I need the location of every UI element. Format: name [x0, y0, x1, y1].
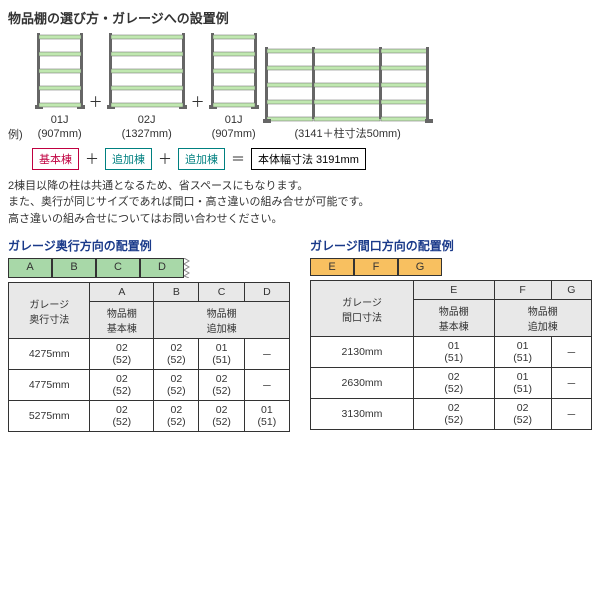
tag-base: 基本棟 — [32, 148, 79, 170]
row-label: 2130mm — [311, 337, 414, 368]
legend-cell: E — [310, 258, 354, 276]
shelf-1: 02J(1327mm) — [107, 31, 187, 142]
col-head: G — [551, 281, 591, 300]
table-title: ガレージ間口方向の配置例 — [310, 237, 592, 254]
row-label: 4275mm — [9, 339, 90, 370]
cell: 01(51) — [494, 368, 551, 399]
cell: 02(52) — [494, 399, 551, 430]
cell: 01(51) — [494, 337, 551, 368]
legend: ABCD — [8, 258, 290, 278]
col-head: E — [413, 281, 494, 300]
table-title: ガレージ奥行方向の配置例 — [8, 237, 290, 254]
col-head: D — [244, 283, 289, 302]
legend-cell: D — [140, 258, 184, 278]
cell: 02(52) — [199, 401, 244, 432]
data-table: ガレージ間口寸法EFG物品棚基本棟物品棚追加棟2130mm01(51)01(51… — [310, 280, 592, 430]
cell: 02(52) — [90, 401, 154, 432]
row-header: ガレージ奥行寸法 — [9, 283, 90, 339]
shelf-0: 01J(907mm) — [35, 31, 85, 142]
subhead: 物品棚基本棟 — [90, 302, 154, 339]
cell: － — [551, 399, 591, 430]
tables-row: ガレージ奥行方向の配置例ABCDガレージ奥行寸法ABCD物品棚基本棟物品棚追加棟… — [8, 237, 592, 432]
table-1: ガレージ奥行方向の配置例ABCDガレージ奥行寸法ABCD物品棚基本棟物品棚追加棟… — [8, 237, 290, 432]
example-row: 例) 01J(907mm)＋02J(1327mm)＋01J(907mm)(314… — [8, 31, 592, 142]
row-label: 3130mm — [311, 399, 414, 430]
cell: 02(52) — [90, 370, 154, 401]
row-label: 5275mm — [9, 401, 90, 432]
notes: 2棟目以降の柱は共通となるため、省スペースにもなります。また、奥行が同じサイズで… — [8, 178, 592, 228]
cell: － — [244, 370, 289, 401]
table-2: ガレージ間口方向の配置例EFGガレージ間口寸法EFG物品棚基本棟物品棚追加棟21… — [310, 237, 592, 432]
legend-cell: F — [354, 258, 398, 276]
formula-row: 基本棟 ＋ 追加棟 ＋ 追加棟 ＝ 本体幅寸法 3191mm — [8, 148, 592, 170]
plus-1: ＋ — [85, 149, 99, 169]
cell: 02(52) — [154, 339, 199, 370]
cell: 02(52) — [199, 370, 244, 401]
cell: － — [551, 368, 591, 399]
data-table: ガレージ奥行寸法ABCD物品棚基本棟物品棚追加棟4275mm02(52)02(5… — [8, 282, 290, 432]
tag-add-2: 追加棟 — [178, 148, 225, 170]
example-label: 例) — [8, 126, 23, 142]
tag-result: 本体幅寸法 3191mm — [251, 148, 366, 170]
page-title: 物品棚の選び方・ガレージへの設置例 — [8, 8, 592, 27]
cell: 01(51) — [413, 337, 494, 368]
cell: 02(52) — [413, 399, 494, 430]
cell: 02(52) — [154, 370, 199, 401]
legend-cell: C — [96, 258, 140, 278]
eq: ＝ — [231, 149, 245, 169]
legend: EFG — [310, 258, 592, 276]
legend-cell: B — [52, 258, 96, 278]
col-head: C — [199, 283, 244, 302]
col-head: F — [494, 281, 551, 300]
cell: 01(51) — [199, 339, 244, 370]
row-label: 4775mm — [9, 370, 90, 401]
cell: 02(52) — [90, 339, 154, 370]
shelf-2: 01J(907mm) — [209, 31, 259, 142]
cell: 01(51) — [244, 401, 289, 432]
subhead: 物品棚追加棟 — [154, 302, 290, 339]
col-head: A — [90, 283, 154, 302]
cell: － — [551, 337, 591, 368]
col-head: B — [154, 283, 199, 302]
legend-cell: G — [398, 258, 442, 276]
row-header: ガレージ間口寸法 — [311, 281, 414, 337]
subhead: 物品棚基本棟 — [413, 300, 494, 337]
row-label: 2630mm — [311, 368, 414, 399]
legend-cell: A — [8, 258, 52, 278]
cell: 02(52) — [413, 368, 494, 399]
subhead: 物品棚追加棟 — [494, 300, 591, 337]
plus-2: ＋ — [158, 149, 172, 169]
cell: 02(52) — [154, 401, 199, 432]
tag-add-1: 追加棟 — [105, 148, 152, 170]
cell: － — [244, 339, 289, 370]
shelf-combined: (3141＋柱寸法50mm) — [263, 45, 433, 141]
